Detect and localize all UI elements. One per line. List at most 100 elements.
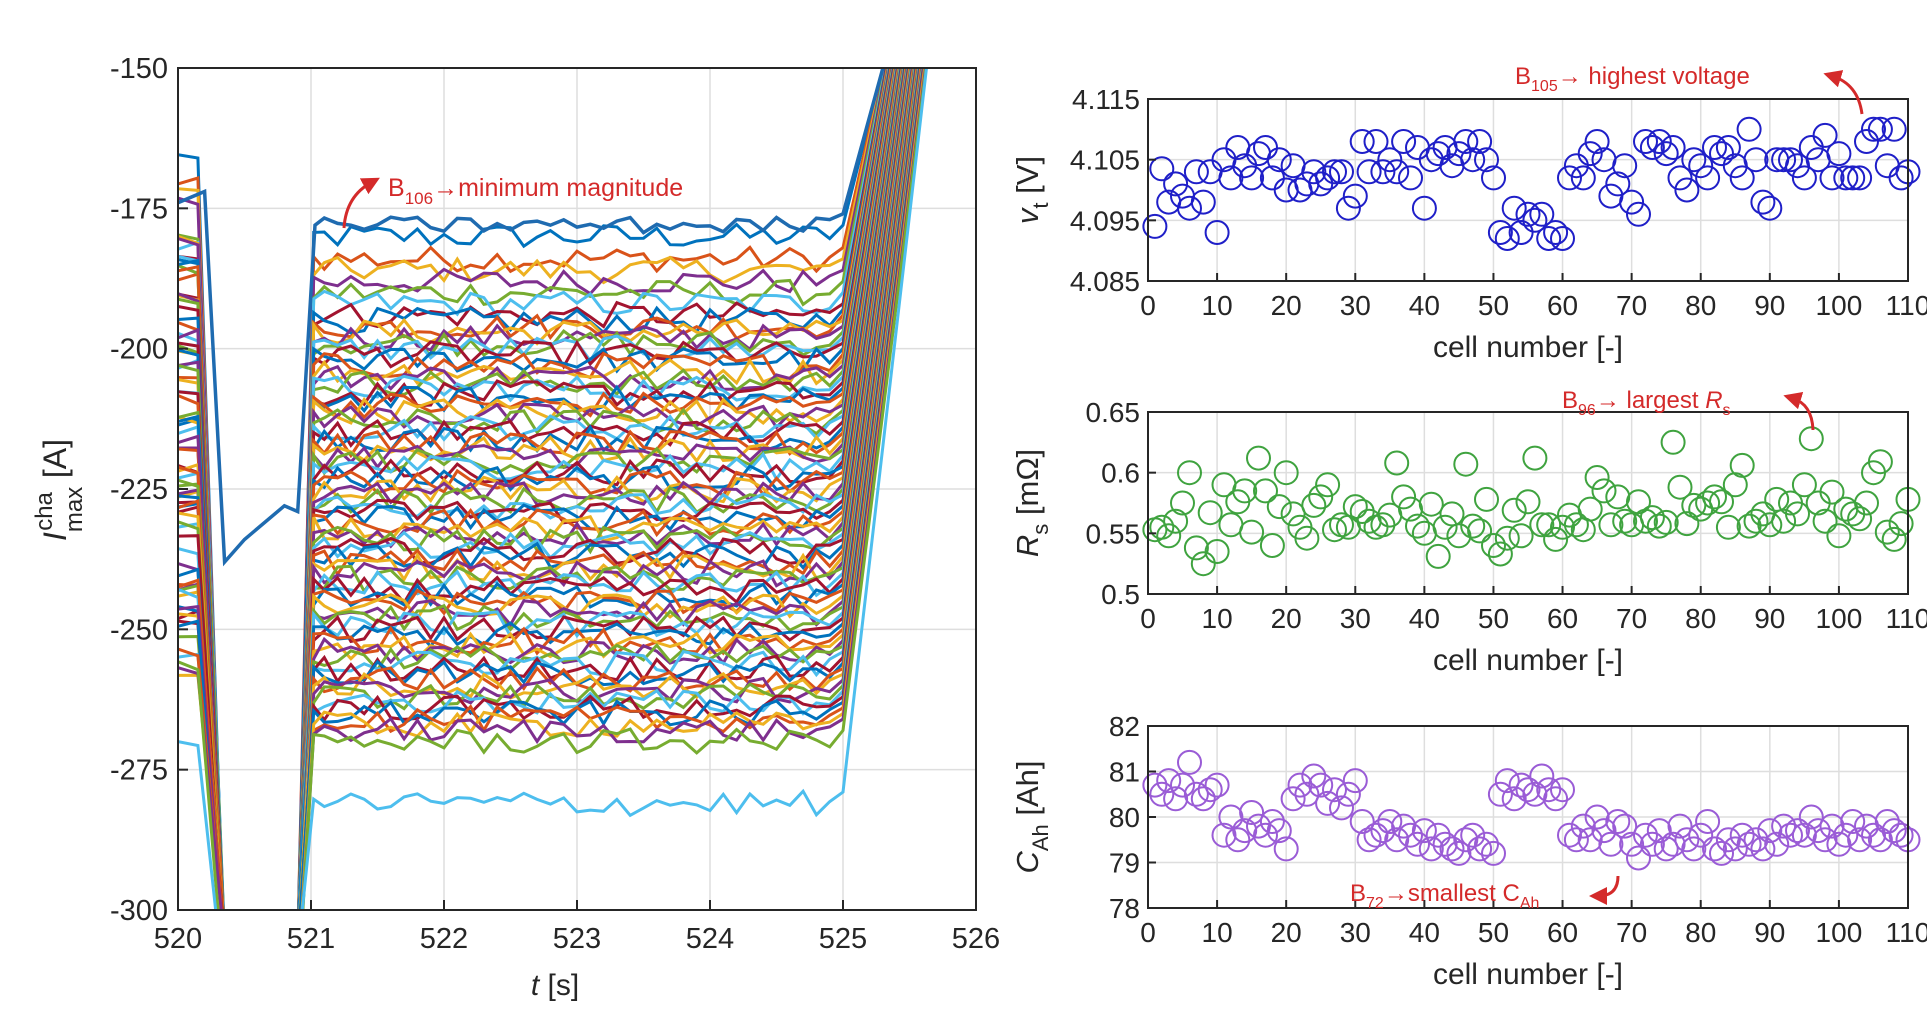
scatter-point [1156,768,1182,794]
scatter-point [1722,836,1748,862]
scatter-xtick-label: 110 [1886,603,1927,634]
scatter-ytick-label: 0.65 [1086,397,1141,428]
scatter-point [1778,822,1803,848]
scatter-axes-box [1147,98,1909,282]
scatter-xtick-label: 110 [1886,917,1927,948]
left-series-line [178,68,897,910]
left-xtick-label: 523 [553,923,601,955]
left-series-lines [178,68,929,910]
scatter-point [1453,827,1479,853]
scatter-point [1170,772,1195,798]
scatter-point [1481,840,1506,866]
scatter-ylabel: vt [V] [1010,156,1053,224]
scatter-point [1633,129,1658,154]
scatter-xtick-label: 0 [1140,603,1156,634]
left-series-line [178,68,918,910]
scatter-point [1315,165,1341,191]
scatter-point [1391,129,1417,154]
scatter-point [1854,813,1879,839]
scatter-point [1529,512,1555,538]
scatter-point [1563,827,1589,853]
scatter-point [1881,116,1907,142]
scatter-point [1239,519,1265,545]
scatter-point [1411,818,1437,844]
scatter-point [1605,484,1631,510]
scatter-point [1425,822,1451,848]
rs-annotation-arrow [1783,391,1815,431]
scatter-point [1356,827,1382,853]
scatter-point [1294,781,1320,807]
scatter-point [1183,535,1209,561]
scatter-point [1142,213,1168,239]
scatter-xtick-label: 40 [1409,603,1440,634]
scatter-point [1301,763,1327,789]
scatter-point [1370,818,1396,844]
left-series-line [178,68,917,910]
scatter-point [1778,147,1803,173]
scatter-point [1826,523,1852,549]
scatter-point [1639,135,1665,160]
scatter-point [1536,512,1562,538]
scatter-point [1266,818,1292,844]
scatter-point [1197,500,1223,526]
scatter-point [1757,818,1783,844]
scatter-point [1405,513,1430,539]
scatter-point [1861,822,1886,848]
left-series-line [178,68,886,910]
scatter-point [1308,772,1334,798]
scatter-point [1391,484,1417,510]
scatter-xtick-label: 10 [1202,290,1233,321]
scatter-point [1391,813,1417,839]
scatter-point [1764,831,1790,857]
scatter-point [1729,165,1755,191]
left-ylabel-var: I [37,532,73,541]
scatter-xlabel: cell number [-] [1433,644,1623,677]
scatter-point [1715,514,1741,540]
scatter-point [1874,809,1900,834]
scatter-point [1342,183,1368,209]
scatter-point [1729,452,1755,478]
scatter-ytick-label: 78 [1109,893,1140,924]
scatter-xlabel: cell number [-] [1433,331,1623,364]
scatter-ytick-label: 81 [1109,757,1140,788]
scatter-point [1812,508,1838,534]
scatter-point [1487,781,1513,807]
left-annotation: B106→minimum magnitude [342,174,683,229]
scatter-point [1432,831,1458,857]
left-series-line [178,68,896,910]
scatter-point [1771,813,1797,839]
scatter-xtick-label: 50 [1478,917,1509,948]
scatter-point [1791,472,1817,498]
scatter-point [1177,195,1202,221]
scatter-point [1688,153,1714,179]
left-xlabel: t [s] [531,969,579,1002]
rs-annotation-text: B96→ largest Rs [1562,387,1731,419]
scatter-point [1349,129,1375,154]
scatter-point [1329,159,1354,185]
scatter-point [1771,147,1797,173]
scatter-point [1543,786,1569,812]
scatter-point [1674,511,1700,537]
left-xtick-label: 522 [420,923,468,955]
scatter-point [1460,822,1486,848]
scatter-point [1246,445,1271,471]
cah-annotation-text: B72→smallest CAh [1350,880,1539,912]
left-series-line [178,68,908,910]
scatter-point [1183,159,1209,185]
scatter-point [1598,831,1624,857]
scatter-point [1529,201,1555,227]
scatter-point [1840,809,1866,834]
scatter-point [1702,135,1727,160]
scatter-point [1709,489,1734,515]
scatter-point [1322,159,1347,185]
scatter-xtick-label: 100 [1816,603,1863,634]
left-series-line [178,68,887,910]
left-series-line [178,68,929,910]
scatter-point [1743,147,1769,173]
scatter-point [1273,836,1299,862]
left-series-line [178,68,909,910]
left-series-line [178,68,913,910]
scatter-point [1874,519,1900,545]
scatter-point [1315,790,1341,816]
scatter-point [1204,220,1230,245]
